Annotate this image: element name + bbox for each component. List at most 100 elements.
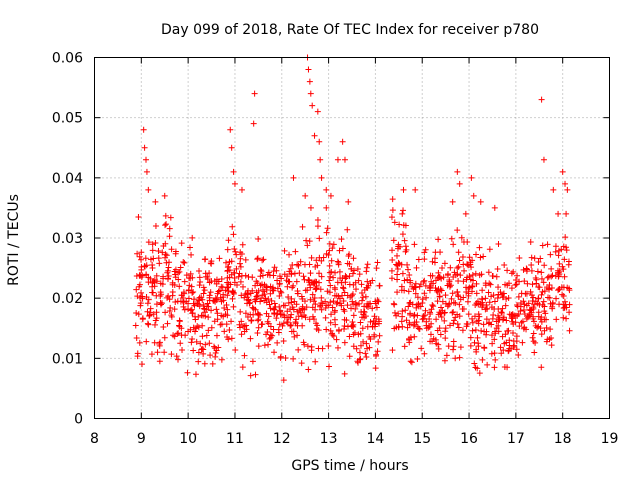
data-point xyxy=(495,241,502,248)
data-point xyxy=(364,261,371,268)
data-point xyxy=(231,180,238,187)
data-point xyxy=(196,303,203,310)
data-point xyxy=(395,310,402,317)
data-point xyxy=(255,287,262,294)
data-point xyxy=(240,283,247,290)
data-point xyxy=(218,356,225,363)
data-point xyxy=(487,281,494,288)
data-point xyxy=(495,328,502,335)
data-point xyxy=(242,272,249,279)
data-point xyxy=(279,311,286,318)
data-point xyxy=(495,312,502,319)
data-point xyxy=(176,317,183,324)
data-point xyxy=(139,295,146,302)
data-point xyxy=(560,314,567,321)
data-point xyxy=(157,280,164,287)
data-point xyxy=(277,307,284,314)
data-point xyxy=(367,318,374,325)
data-point xyxy=(281,271,288,278)
data-point xyxy=(405,303,412,310)
data-point xyxy=(298,293,305,300)
data-point xyxy=(478,327,485,334)
data-point xyxy=(414,356,421,363)
data-point xyxy=(407,358,414,365)
data-point xyxy=(343,273,350,280)
data-point xyxy=(172,250,179,257)
data-point xyxy=(311,316,318,323)
data-point xyxy=(318,273,325,280)
data-point xyxy=(292,320,299,327)
data-point xyxy=(457,272,464,279)
data-point xyxy=(176,268,183,275)
data-point xyxy=(294,332,301,339)
data-point xyxy=(495,284,502,291)
data-point xyxy=(280,320,287,327)
data-point xyxy=(307,270,314,277)
data-point xyxy=(181,306,188,313)
data-point xyxy=(155,255,162,262)
data-point xyxy=(513,338,520,345)
data-point xyxy=(442,335,449,342)
data-point xyxy=(467,276,474,283)
data-point xyxy=(224,312,231,319)
data-point xyxy=(410,312,417,319)
data-point xyxy=(313,257,320,264)
data-point xyxy=(566,327,573,334)
data-point xyxy=(143,338,150,345)
data-point xyxy=(151,283,158,290)
data-point xyxy=(366,344,373,351)
data-point xyxy=(438,314,445,321)
data-point xyxy=(371,313,378,320)
data-point xyxy=(547,300,554,307)
data-point xyxy=(404,276,411,283)
data-point xyxy=(274,310,281,317)
data-point xyxy=(261,342,268,349)
data-point xyxy=(288,270,295,277)
data-point xyxy=(500,290,507,297)
data-point xyxy=(399,308,406,315)
data-point xyxy=(290,306,297,313)
data-point xyxy=(406,272,413,278)
data-point xyxy=(529,334,536,341)
data-point xyxy=(300,273,307,280)
data-point xyxy=(486,299,493,306)
data-point xyxy=(523,290,530,297)
data-point xyxy=(556,268,563,275)
data-point xyxy=(483,331,490,338)
data-point xyxy=(288,322,295,329)
data-point xyxy=(512,319,519,326)
data-point xyxy=(309,304,316,311)
data-point xyxy=(350,312,357,319)
data-point xyxy=(154,349,161,356)
data-point xyxy=(561,273,568,280)
data-point xyxy=(158,291,165,298)
data-point xyxy=(236,324,243,331)
data-point xyxy=(356,356,363,363)
data-point xyxy=(400,186,407,193)
data-point xyxy=(178,292,185,299)
data-point xyxy=(433,316,440,323)
data-point xyxy=(437,310,444,317)
data-point xyxy=(251,296,258,303)
data-point xyxy=(190,300,197,307)
data-point xyxy=(548,335,555,342)
data-point xyxy=(223,302,230,309)
x-tick-label: 14 xyxy=(366,431,384,447)
data-point xyxy=(537,255,544,262)
data-point xyxy=(189,310,196,317)
data-point xyxy=(407,334,414,341)
data-point xyxy=(374,259,381,266)
data-point xyxy=(150,278,157,285)
data-point xyxy=(535,259,542,266)
data-point xyxy=(473,348,480,355)
data-point xyxy=(316,279,323,286)
data-point xyxy=(376,282,383,289)
data-point xyxy=(322,314,329,321)
data-point xyxy=(471,339,478,346)
data-point xyxy=(152,239,159,246)
data-point xyxy=(187,244,194,251)
data-point xyxy=(391,325,398,332)
data-point xyxy=(421,312,428,319)
data-point xyxy=(485,320,492,327)
data-point xyxy=(318,306,325,313)
